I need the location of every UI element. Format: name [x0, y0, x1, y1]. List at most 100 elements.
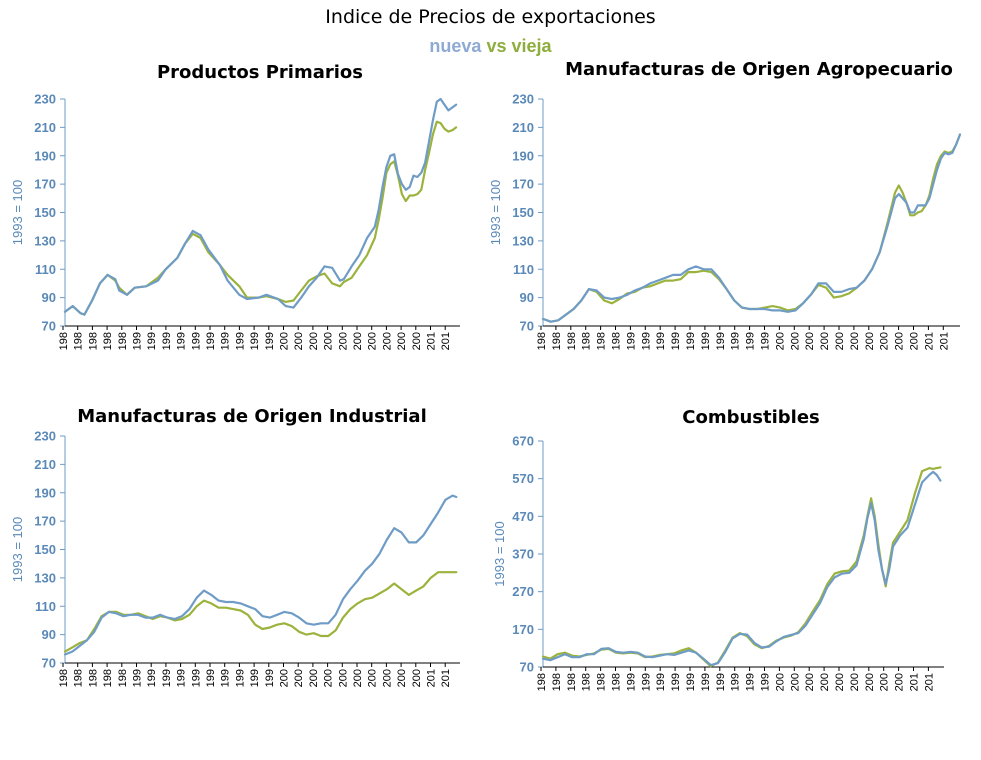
chart4-xtick-label: 200 [789, 673, 801, 691]
chart4-xtick-label: 199 [730, 673, 742, 691]
chart4-ylabel: 1993 = 100 [492, 521, 507, 586]
chart4-ytick-label: 470 [512, 509, 534, 524]
chart4-xtick-label: 200 [864, 673, 876, 691]
chart2-xtick-label: 199 [700, 332, 712, 350]
chart3-line-nueva [63, 494, 458, 656]
chart1-xtick-label: 200 [308, 332, 320, 350]
chart1-line-nueva [63, 97, 458, 316]
chart1-xtick-label: 198 [73, 332, 85, 350]
chart2-xtick-label: 199 [685, 332, 697, 350]
chart3-ytick-label: 90 [42, 627, 56, 642]
chart4-ytick-label: 70 [520, 660, 534, 675]
chart1-xtick-label: 199 [234, 332, 246, 350]
chart3-line-vieja [63, 571, 458, 653]
chart2-xtick-label: 198 [551, 332, 563, 350]
chart2-ytick-label: 150 [512, 205, 534, 220]
chart3-xtick-label: 201 [440, 669, 452, 687]
chart3-xtick-label: 199 [132, 669, 144, 687]
chart2-xtick-label: 200 [834, 332, 846, 350]
chart4-xtick-label: 198 [596, 673, 608, 691]
chart2-ytick-label: 130 [512, 233, 534, 248]
chart3-xtick-label: 198 [87, 669, 99, 687]
chart4-xtick-label: 199 [685, 673, 697, 691]
chart4-xtick-label: 199 [760, 673, 772, 691]
chart1-xtick-label: 199 [161, 332, 173, 350]
chart2-xtick-label: 198 [566, 332, 578, 350]
chart3-xtick-label: 200 [367, 669, 379, 687]
chart1-xtick-label: 198 [117, 332, 129, 350]
chart3-xtick-label: 200 [337, 669, 349, 687]
chart4-xtick-label: 198 [551, 673, 563, 691]
chart3-xtick-label: 200 [352, 669, 364, 687]
chart2-ytick-label: 110 [513, 262, 534, 277]
chart2-xtick-label: 201 [938, 332, 950, 350]
legend-vieja: vieja [511, 36, 552, 56]
chart1-ytick-label: 130 [34, 233, 56, 248]
chart3-ytick-label: 190 [34, 485, 56, 500]
chart2-xtick-label: 200 [909, 332, 921, 350]
chart2-line-vieja [541, 133, 962, 323]
chart3-xtick-label: 200 [293, 669, 305, 687]
chart4-xtick-label: 198 [581, 673, 593, 691]
chart2-ytick-label: 190 [512, 148, 534, 163]
chart1-xtick-label: 199 [205, 332, 217, 350]
chart1-xtick-label: 200 [367, 332, 379, 350]
chart1-ytick-label: 210 [34, 120, 56, 135]
chart3-xtick-label: 199 [264, 669, 276, 687]
chart2-ytick-label: 230 [512, 92, 534, 107]
chart3-ytick-label: 110 [35, 599, 56, 614]
chart1-xtick-label: 198 [87, 332, 99, 350]
chart2-xtick-label: 199 [730, 332, 742, 350]
chart2-xtick-label: 200 [774, 332, 786, 350]
chart4-xtick-label: 200 [819, 673, 831, 691]
chart4-xtick-label: 200 [834, 673, 846, 691]
chart2-xtick-label: 200 [789, 332, 801, 350]
chart4-line-nueva [541, 470, 942, 667]
chart4-xtick-label: 199 [715, 673, 727, 691]
chart3-xtick-label: 198 [117, 669, 129, 687]
legend-nueva: nueva [429, 36, 482, 56]
chart1-xtick-label: 199 [132, 332, 144, 350]
chart1-xtick-label: 200 [293, 332, 305, 350]
chart1-xtick-label: 200 [279, 332, 291, 350]
chart2-xtick-label: 199 [715, 332, 727, 350]
chart4-xtick-label: 198 [611, 673, 623, 691]
chart2-ytick-label: 70 [520, 319, 534, 334]
chart4-xtick-label: 200 [774, 673, 786, 691]
chart2-xtick-label: 199 [760, 332, 772, 350]
chart2-xtick-label: 198 [536, 332, 548, 350]
chart4-ytick-label: 570 [512, 471, 534, 486]
chart1-ytick-label: 110 [35, 262, 56, 277]
chart3-xtick-label: 199 [220, 669, 232, 687]
chart2-xtick-label: 199 [655, 332, 667, 350]
chart3-xtick-label: 200 [411, 669, 423, 687]
chart3-ytick-label: 130 [34, 570, 56, 585]
chart3-xtick-label: 199 [176, 669, 188, 687]
chart2-xtick-label: 200 [819, 332, 831, 350]
legend: nueva vs vieja [0, 36, 981, 57]
chart2-ytick-label: 170 [512, 177, 534, 192]
chart4-xtick-label: 200 [894, 673, 906, 691]
chart1-ytick-label: 150 [34, 205, 56, 220]
chart4-xtick-label: 200 [804, 673, 816, 691]
chart1-xtick-label: 199 [176, 332, 188, 350]
chart1-ytick-label: 190 [34, 148, 56, 163]
chart4-ytick-label: 270 [512, 584, 534, 599]
chart4-xtick-label: 199 [625, 673, 637, 691]
chart4-xtick-label: 201 [923, 673, 935, 691]
chart2-xtick-label: 200 [879, 332, 891, 350]
chart4-xtick-label: 200 [879, 673, 891, 691]
chart1-xtick-label: 201 [426, 332, 438, 350]
chart2-xtick-label: 200 [894, 332, 906, 350]
chart2-xtick-label: 199 [625, 332, 637, 350]
chart1-xtick-label: 200 [381, 332, 393, 350]
chart2-xtick-label: 198 [611, 332, 623, 350]
main-title: Indice de Precios de exportaciones [325, 6, 656, 28]
chart1-xtick-label: 200 [323, 332, 335, 350]
chart3-ylabel: 1993 = 100 [10, 517, 25, 582]
chart4-xtick-label: 198 [566, 673, 578, 691]
chart4-xtick-label: 199 [655, 673, 667, 691]
chart3-ytick-label: 230 [34, 429, 56, 444]
chart3-xtick-label: 198 [73, 669, 85, 687]
